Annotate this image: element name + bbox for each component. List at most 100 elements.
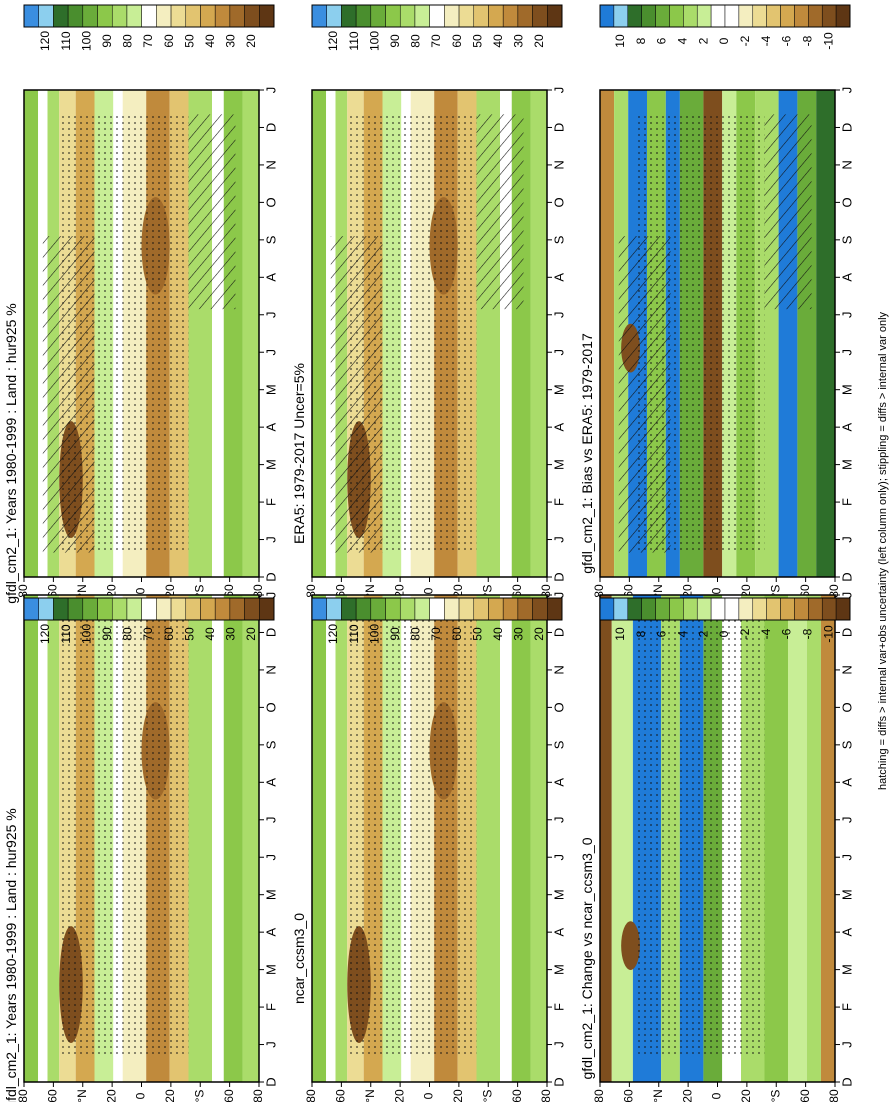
lat-tick-label: 0 <box>134 587 148 594</box>
month-tick-label: A <box>839 778 854 787</box>
colorbar-swatch <box>385 4 401 28</box>
month-tick-label: A <box>551 778 566 787</box>
colorbar-swatch <box>780 4 795 28</box>
colorbar-swatch <box>200 597 216 621</box>
colorbar-label: 0 <box>717 630 731 637</box>
month-tick-label: S <box>551 235 566 244</box>
colorbar-label: 110 <box>347 624 361 643</box>
colorbar-label: 120 <box>326 624 340 644</box>
month-tick-label: D <box>263 572 278 581</box>
colorbar-swatch <box>311 597 327 621</box>
colorbar-label: 110 <box>347 31 361 50</box>
colorbar-swatch <box>259 597 275 621</box>
colorbar-label: 40 <box>203 34 217 48</box>
month-tick-label: J <box>263 349 278 356</box>
lat-tick-label: 20 <box>451 1089 465 1102</box>
colorbar-swatch <box>141 597 157 621</box>
colorbar-swatch <box>97 4 113 28</box>
month-tick-label: D <box>263 123 278 132</box>
panel-title: gfdl_cm2_1: Change vs ncar_ccsm3_0 <box>579 837 595 1079</box>
colorbar-swatch <box>502 597 519 621</box>
colorbar-swatch <box>821 4 837 28</box>
heatmap-band <box>500 90 512 577</box>
colorbar-swatch <box>185 597 201 621</box>
lat-tick-label: 0 <box>710 587 724 594</box>
heatmap-band <box>38 595 48 1082</box>
colorbar-swatch <box>794 597 809 621</box>
lat-tick-label: 60 <box>798 1089 812 1102</box>
month-tick-label: N <box>839 160 854 169</box>
colorbar-label: 90 <box>100 627 114 641</box>
lat-tick-label: 20 <box>163 1089 177 1102</box>
colorbar-label: 100 <box>367 624 381 644</box>
heatmap-band <box>47 595 60 1082</box>
colorbar-label: 2 <box>696 37 710 44</box>
stippling-overlay <box>347 114 477 553</box>
month-tick-label: D <box>551 572 566 581</box>
colorbar-label: 50 <box>470 34 484 48</box>
lat-tick-label: °S <box>192 1090 206 1102</box>
month-tick-label: M <box>551 384 566 395</box>
month-tick-label: J <box>263 312 278 319</box>
colorbar-label: 40 <box>203 627 217 641</box>
month-tick-label: J <box>263 1041 278 1048</box>
colorbar-frame <box>23 597 275 621</box>
lat-tick-label: 20 <box>104 1089 118 1102</box>
lat-tick-label: 80 <box>592 1089 606 1102</box>
colorbar-label: 6 <box>655 37 669 44</box>
heatmap-band <box>764 595 788 1082</box>
colorbar-swatch <box>67 597 84 621</box>
heatmap-band <box>816 90 835 577</box>
heatmap-band <box>788 595 807 1082</box>
colorbar-swatch <box>141 4 157 28</box>
lat-tick-label: 80 <box>16 1089 30 1102</box>
colorbar-label: 60 <box>162 627 176 641</box>
colorbar-swatch <box>326 4 342 28</box>
colorbar-swatch <box>111 4 128 28</box>
colorbar-swatch <box>444 597 460 621</box>
colorbar-swatch <box>488 597 504 621</box>
colorbar-swatch <box>532 4 548 28</box>
colorbar-swatch <box>399 4 416 28</box>
colorbar-label: 4 <box>676 37 690 44</box>
colorbar-label: 90 <box>100 34 114 48</box>
colorbar-swatch <box>458 597 475 621</box>
colorbar-swatch <box>696 597 712 621</box>
lat-tick-label: °S <box>480 1090 494 1102</box>
colorbar-label: 60 <box>162 34 176 48</box>
colorbar-swatch <box>641 597 656 621</box>
lat-tick-label: °N <box>651 1089 665 1102</box>
panel-title: gfdl_cm2_1: Years 1980-1999 : Land : hur… <box>3 303 19 603</box>
colorbar-swatch <box>429 4 445 28</box>
month-tick-label: F <box>263 498 278 506</box>
colorbar-swatch <box>185 4 201 28</box>
colorbar-label: 80 <box>409 34 423 48</box>
month-tick-label: A <box>839 422 854 431</box>
colorbar-swatch <box>82 597 98 621</box>
colorbar-swatch <box>399 597 416 621</box>
colorbar-label: 80 <box>409 627 423 641</box>
lat-tick-label: 60 <box>222 1089 236 1102</box>
colorbar-swatch <box>613 4 629 28</box>
lat-tick-label: 80 <box>539 1089 553 1102</box>
month-tick-label: M <box>551 964 566 975</box>
colorbar-label: 110 <box>59 624 73 643</box>
month-tick-label: J <box>263 854 278 861</box>
colorbar-swatch <box>738 597 754 621</box>
colorbar-label: 6 <box>655 630 669 637</box>
month-tick-label: J <box>551 854 566 861</box>
colorbar-label: 30 <box>224 34 238 48</box>
month-tick-label: J <box>839 349 854 356</box>
colorbar-swatch <box>414 4 430 28</box>
lat-tick-label: °S <box>768 585 782 598</box>
colorbar-label: 90 <box>388 627 402 641</box>
heatmap-band <box>326 595 336 1082</box>
colorbar-label: 10 <box>613 627 627 641</box>
colorbar-label: -8 <box>801 628 815 639</box>
month-tick-label: M <box>551 459 566 470</box>
month-tick-label: M <box>551 889 566 900</box>
colorbar-label: 110 <box>59 31 73 50</box>
colorbar-swatch <box>473 4 489 28</box>
colorbar-swatch <box>170 597 187 621</box>
